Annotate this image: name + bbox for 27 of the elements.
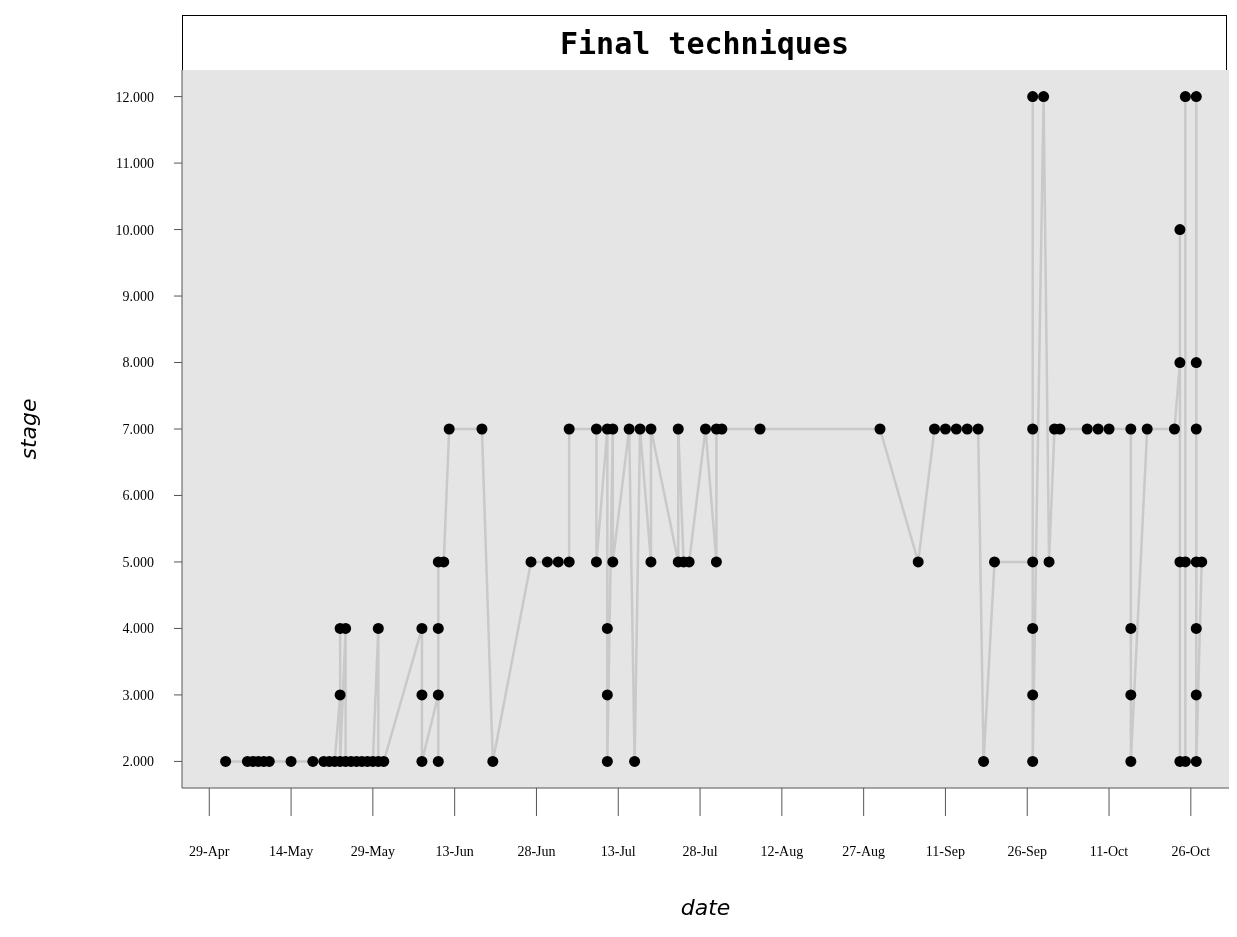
chart-title: Final techniques (182, 15, 1227, 71)
x-tick-label: 29-Apr (189, 843, 230, 859)
x-tick-label: 11-Sep (925, 843, 966, 859)
x-tick-label: 29-May (350, 843, 396, 859)
y-tick-label: 2.000 (122, 754, 154, 770)
x-tick-label: 28-Jul (682, 843, 718, 859)
x-tick-label: 26-Oct (1171, 843, 1211, 859)
x-tick-label: 13-Jun (435, 843, 474, 859)
y-tick-label: 8.000 (122, 355, 154, 371)
x-tick-label: 12-Aug (760, 843, 804, 859)
x-axis-title: date (680, 895, 731, 920)
y-tick-label: 5.000 (122, 554, 154, 570)
y-tick-label: 6.000 (122, 488, 154, 504)
y-tick-label: 11.000 (116, 156, 154, 172)
y-tick-label: 7.000 (122, 421, 154, 437)
y-tick-label: 10.000 (115, 222, 154, 238)
x-tick-label: 11-Oct (1089, 843, 1129, 859)
x-tick-label: 28-Jun (517, 843, 556, 859)
y-tick-label: 3.000 (122, 687, 154, 703)
y-axis-title: stage (15, 398, 41, 460)
x-tick-label: 26-Sep (1007, 843, 1048, 859)
y-tick-label: 12.000 (115, 89, 154, 105)
x-tick-label: 27-Aug (842, 843, 886, 859)
x-tick-label: 13-Jul (600, 843, 636, 859)
x-tick-label: 14-May (268, 843, 314, 859)
y-tick-label: 4.000 (122, 621, 154, 637)
y-tick-label: 9.000 (122, 289, 154, 305)
